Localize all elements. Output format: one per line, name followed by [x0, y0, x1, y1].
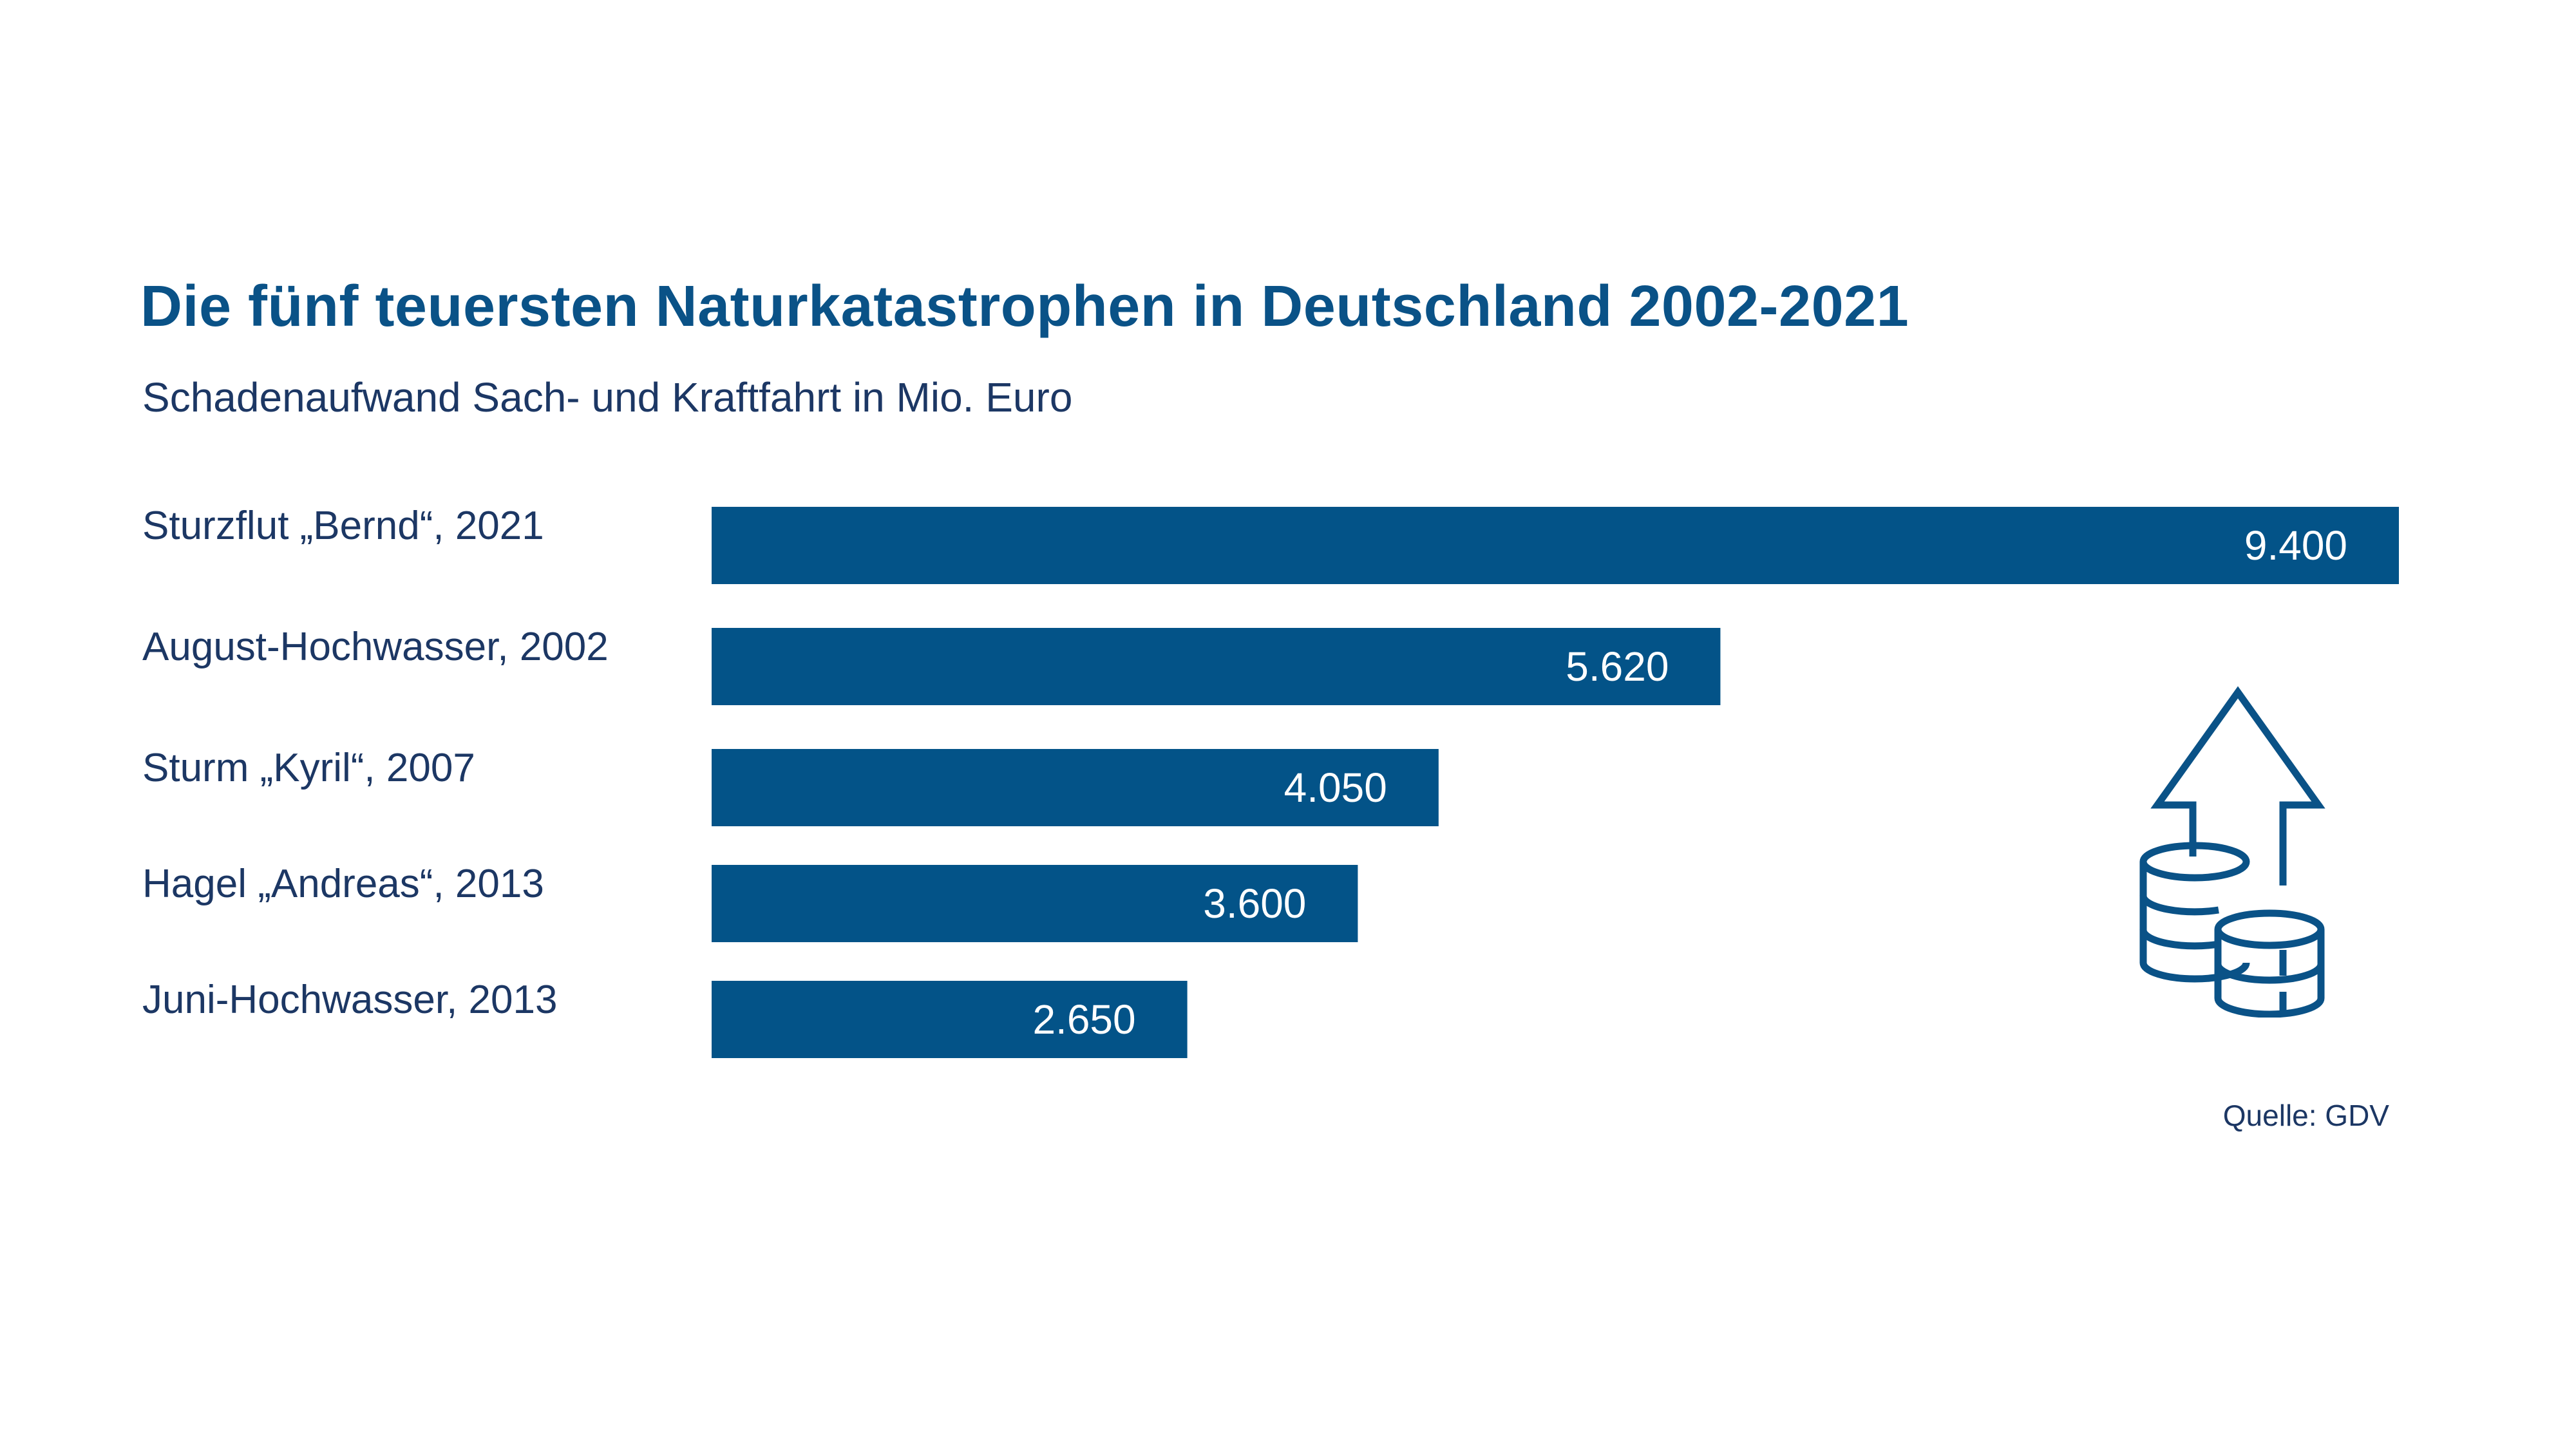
bar: [712, 981, 1188, 1058]
value-label: 2.650: [1032, 996, 1135, 1043]
bar: [712, 865, 1358, 942]
category-label: August-Hochwasser, 2002: [142, 625, 609, 669]
bar: [712, 507, 2399, 584]
chart-title: Die fünf teuersten Naturkatastrophen in …: [140, 274, 1909, 339]
category-label: Juni-Hochwasser, 2013: [142, 978, 557, 1022]
value-label: 3.600: [1203, 880, 1306, 927]
category-label: Sturzflut „Bernd“, 2021: [142, 504, 544, 548]
chart-subtitle: Schadenaufwand Sach- und Kraftfahrt in M…: [142, 374, 1073, 421]
value-label: 9.400: [2244, 522, 2347, 569]
bar: [712, 749, 1439, 826]
category-label: Sturm „Kyril“, 2007: [142, 746, 475, 790]
value-label: 4.050: [1284, 764, 1387, 811]
coins-rising-arrow-icon: [2139, 686, 2325, 1018]
bar: [712, 628, 1721, 705]
value-label: 5.620: [1566, 643, 1669, 690]
category-label: Hagel „Andreas“, 2013: [142, 862, 544, 906]
source-note: Quelle: GDV: [2222, 1099, 2389, 1132]
